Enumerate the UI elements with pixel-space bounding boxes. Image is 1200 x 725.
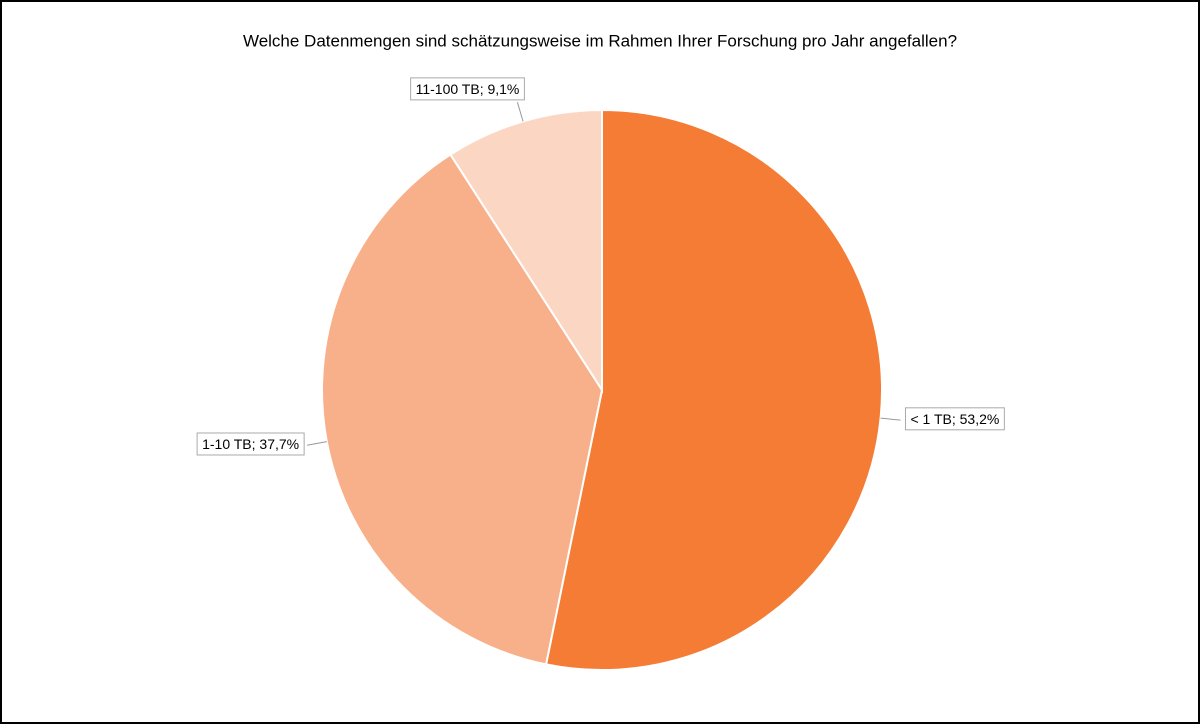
chart-title: Welche Datenmengen sind schätzungsweise … xyxy=(243,31,957,50)
label-box xyxy=(196,432,305,456)
leader-line xyxy=(880,417,901,421)
pie-slice xyxy=(449,108,603,394)
leader-line xyxy=(516,102,524,122)
data-label: < 1 TB; 53,2% xyxy=(910,411,999,427)
label-box xyxy=(904,407,1005,431)
leader-line xyxy=(307,441,327,446)
label-box xyxy=(410,77,525,101)
data-label: 1-10 TB; 37,7% xyxy=(202,436,299,452)
data-label: 11-100 TB; 9,1% xyxy=(416,81,520,97)
